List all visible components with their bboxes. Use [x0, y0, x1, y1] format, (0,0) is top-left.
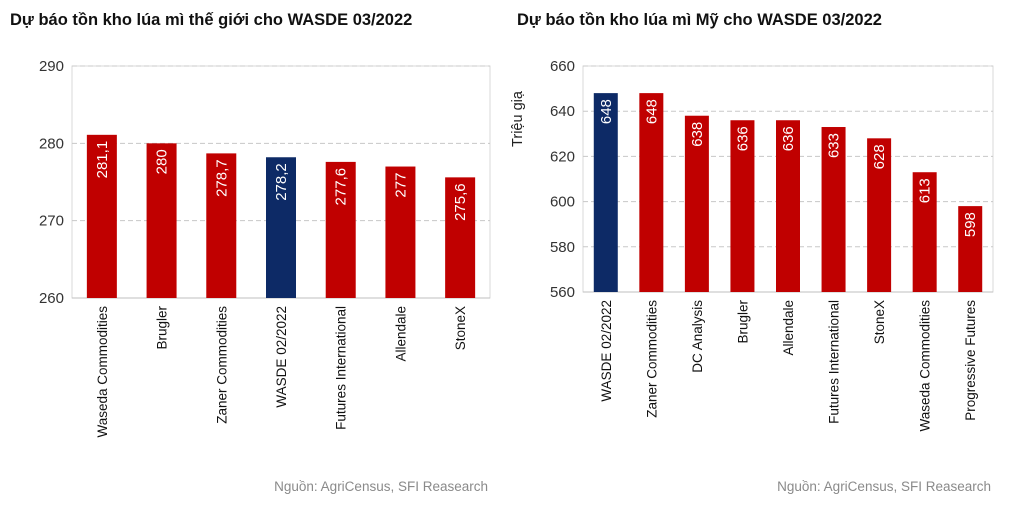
bar	[867, 138, 892, 292]
y-tick-label: 620	[550, 148, 575, 165]
bar-value-label: 275,6	[452, 183, 469, 221]
bar	[730, 120, 755, 293]
x-tick-label: Brugler	[155, 306, 170, 350]
x-tick-label: Futures International	[334, 306, 349, 430]
y-tick-label: 600	[550, 194, 575, 211]
bar-value-label: 648	[643, 99, 660, 124]
bar	[325, 161, 356, 298]
bar	[146, 143, 177, 298]
y-tick-label: 290	[39, 58, 64, 75]
bar	[684, 115, 709, 292]
x-tick-label: DC Analysis	[690, 300, 705, 373]
world-wheat-stock-chart: Dự báo tồn kho lúa mì thế giới cho WASDE…	[0, 0, 505, 508]
bar	[266, 157, 296, 298]
bar-value-label: 648	[598, 99, 615, 124]
bar-value-label: 598	[962, 212, 979, 237]
bar	[912, 172, 937, 292]
bar-value-label: 633	[826, 133, 843, 158]
bar-value-label: 636	[780, 126, 797, 151]
us-wheat-stock-chart: Dự báo tồn kho lúa mì Mỹ cho WASDE 03/20…	[505, 0, 1024, 508]
x-tick-label: Zaner Commodities	[214, 306, 229, 424]
x-tick-label: StoneX	[872, 300, 887, 344]
source-note: Nguồn: AgriCensus, SFI Reasearch	[274, 479, 488, 494]
bar	[821, 127, 846, 293]
bar	[206, 153, 237, 298]
source-note: Nguồn: AgriCensus, SFI Reasearch	[777, 479, 991, 494]
bar-value-label: 278,2	[273, 163, 290, 201]
bar	[593, 93, 618, 293]
bar	[385, 166, 416, 298]
y-tick-label: 580	[550, 239, 575, 256]
y-axis-label: Triệu giạ	[510, 90, 526, 147]
chart-title: Dự báo tồn kho lúa mì thế giới cho WASDE…	[10, 11, 413, 29]
bar-value-label: 281,1	[94, 141, 111, 179]
x-tick-label: WASDE 02/2022	[599, 300, 614, 402]
x-tick-label: StoneX	[453, 306, 468, 350]
x-tick-label: Allendale	[393, 306, 408, 362]
y-tick-label: 280	[39, 135, 64, 152]
chart-plot: 260 270 280 290 281,1 Waseda Commodities 280 Br…	[39, 58, 491, 438]
x-tick-label: Waseda Commodities	[95, 306, 110, 438]
x-tick-label: Zaner Commodities	[644, 300, 659, 418]
x-tick-label: Futures International	[827, 300, 842, 424]
bar-value-label: 636	[734, 126, 751, 151]
chart-title: Dự báo tồn kho lúa mì Mỹ cho WASDE 03/20…	[517, 11, 882, 29]
y-tick-label: 660	[550, 58, 575, 75]
x-tick-label: Waseda Commodities	[918, 300, 933, 432]
bar-value-label: 278,7	[213, 159, 230, 197]
bar	[86, 134, 117, 298]
bar-value-label: 638	[689, 122, 706, 147]
x-tick-label: Allendale	[781, 300, 796, 356]
y-tick-label: 640	[550, 103, 575, 120]
y-tick-label: 260	[39, 290, 64, 307]
x-tick-label: Progressive Futures	[963, 300, 978, 421]
bar-value-label: 280	[154, 149, 171, 174]
bar-value-label: 613	[917, 178, 934, 203]
bar	[445, 177, 476, 298]
bar-value-label: 277	[392, 173, 409, 198]
y-tick-label: 270	[39, 213, 64, 230]
bar	[958, 206, 983, 292]
y-tick-label: 560	[550, 284, 575, 301]
chart-plot: 560 580 600 620 640 660 Triệu giạ 648 WASDE 02/2…	[510, 58, 994, 432]
bar-value-label: 277,6	[333, 168, 350, 206]
bar	[639, 93, 664, 293]
x-tick-label: Brugler	[735, 300, 750, 344]
bar-value-label: 628	[871, 144, 888, 169]
x-tick-label: WASDE 02/2022	[274, 306, 289, 408]
bar	[776, 120, 800, 293]
